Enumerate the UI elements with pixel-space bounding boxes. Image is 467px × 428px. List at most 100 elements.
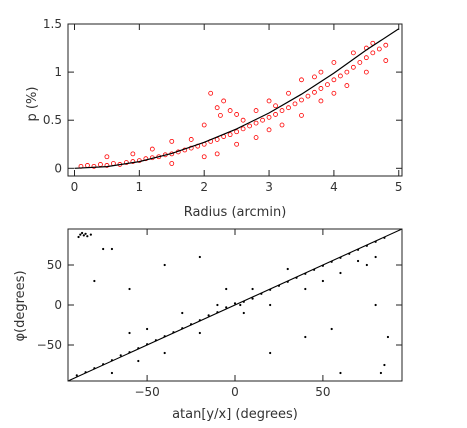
data-point xyxy=(221,98,227,104)
data-point xyxy=(286,267,289,271)
radius-y-ticks: 0 0.5 1 1.5 xyxy=(43,17,402,175)
data-point xyxy=(350,50,356,56)
data-point xyxy=(128,331,131,335)
x-tick-label: 1 xyxy=(136,180,144,194)
y-tick-label: 1 xyxy=(54,65,62,79)
data-point xyxy=(86,235,89,238)
data-point xyxy=(312,74,317,80)
data-point xyxy=(188,145,194,151)
data-point xyxy=(363,69,369,75)
data-point xyxy=(253,120,259,126)
data-point xyxy=(292,101,298,107)
data-point xyxy=(233,302,237,305)
data-point xyxy=(339,271,342,275)
data-point xyxy=(251,297,254,300)
data-point xyxy=(383,42,389,48)
data-point xyxy=(198,255,201,259)
data-point xyxy=(312,89,317,95)
data-point xyxy=(110,247,114,251)
data-point xyxy=(363,55,369,61)
data-point xyxy=(376,46,382,52)
data-point xyxy=(227,132,233,138)
data-point xyxy=(318,98,324,104)
data-point xyxy=(365,263,368,267)
data-point xyxy=(242,311,245,315)
data-point xyxy=(143,156,149,162)
data-point xyxy=(383,363,386,367)
data-point xyxy=(253,108,259,113)
data-point xyxy=(149,146,155,152)
data-point xyxy=(216,303,219,307)
data-point xyxy=(374,303,377,307)
data-point xyxy=(225,306,228,309)
data-point xyxy=(128,287,131,291)
x-tick-label: 0 xyxy=(71,180,79,194)
data-point xyxy=(299,77,304,83)
data-point xyxy=(269,351,272,355)
x-tick-label: 2 xyxy=(200,180,208,194)
data-point xyxy=(356,259,360,263)
x-tick-label: 4 xyxy=(330,180,338,194)
data-point xyxy=(130,159,136,164)
angle-panel: −50 0 50 −50 0 50 atan[y/x] (degrees) φ(degr… xyxy=(13,228,403,422)
data-point xyxy=(325,82,330,88)
data-point xyxy=(84,232,87,235)
data-point xyxy=(137,359,140,363)
data-point xyxy=(273,103,278,109)
data-point xyxy=(201,122,207,128)
angle-scatter-points xyxy=(75,231,390,377)
radius-scatter-points xyxy=(78,40,389,169)
y-tick-label: −50 xyxy=(37,338,62,352)
data-point xyxy=(304,287,307,291)
data-point xyxy=(79,233,82,236)
data-point xyxy=(163,351,166,355)
data-point xyxy=(239,303,242,307)
radius-plot-frame xyxy=(67,23,403,177)
data-point xyxy=(130,151,136,157)
data-point xyxy=(253,135,259,140)
data-point xyxy=(169,138,175,144)
data-point xyxy=(279,122,285,128)
x-tick-label: 3 xyxy=(265,180,273,194)
data-point xyxy=(218,112,223,118)
data-point xyxy=(247,123,252,129)
radius-x-axis-label: Radius (arcmin) xyxy=(184,205,287,220)
data-point xyxy=(344,69,350,75)
data-point xyxy=(146,327,149,331)
data-point xyxy=(266,114,272,120)
angle-one-to-one-line xyxy=(67,228,403,382)
data-point xyxy=(318,86,324,91)
data-point xyxy=(286,105,291,111)
angle-x-axis-label: atan[y/x] (degrees) xyxy=(172,407,298,422)
x-tick-label: −50 xyxy=(134,385,159,399)
data-point xyxy=(299,112,304,118)
data-point xyxy=(318,69,324,75)
data-point xyxy=(279,108,285,113)
data-point xyxy=(207,314,210,317)
data-point xyxy=(110,371,114,375)
data-point xyxy=(386,335,390,339)
y-tick-label: 0.5 xyxy=(43,113,62,127)
data-point xyxy=(104,154,110,160)
data-point xyxy=(273,112,278,117)
x-tick-label: 5 xyxy=(395,180,403,194)
data-point xyxy=(234,129,240,135)
data-point xyxy=(85,163,90,168)
data-point xyxy=(208,90,214,96)
data-point xyxy=(266,127,272,133)
data-point xyxy=(201,154,207,160)
data-point xyxy=(82,234,85,237)
data-point xyxy=(77,235,80,239)
data-point xyxy=(357,60,363,65)
data-point xyxy=(269,303,272,307)
data-point xyxy=(304,335,307,339)
y-tick-label: 0 xyxy=(54,161,62,175)
data-point xyxy=(379,371,383,375)
angle-y-axis-label: φ(degrees) xyxy=(13,270,28,341)
data-point xyxy=(188,137,194,142)
data-point xyxy=(240,126,246,132)
angle-y-ticks: −50 0 50 xyxy=(37,258,402,352)
data-point xyxy=(102,247,105,251)
data-point xyxy=(163,263,166,267)
